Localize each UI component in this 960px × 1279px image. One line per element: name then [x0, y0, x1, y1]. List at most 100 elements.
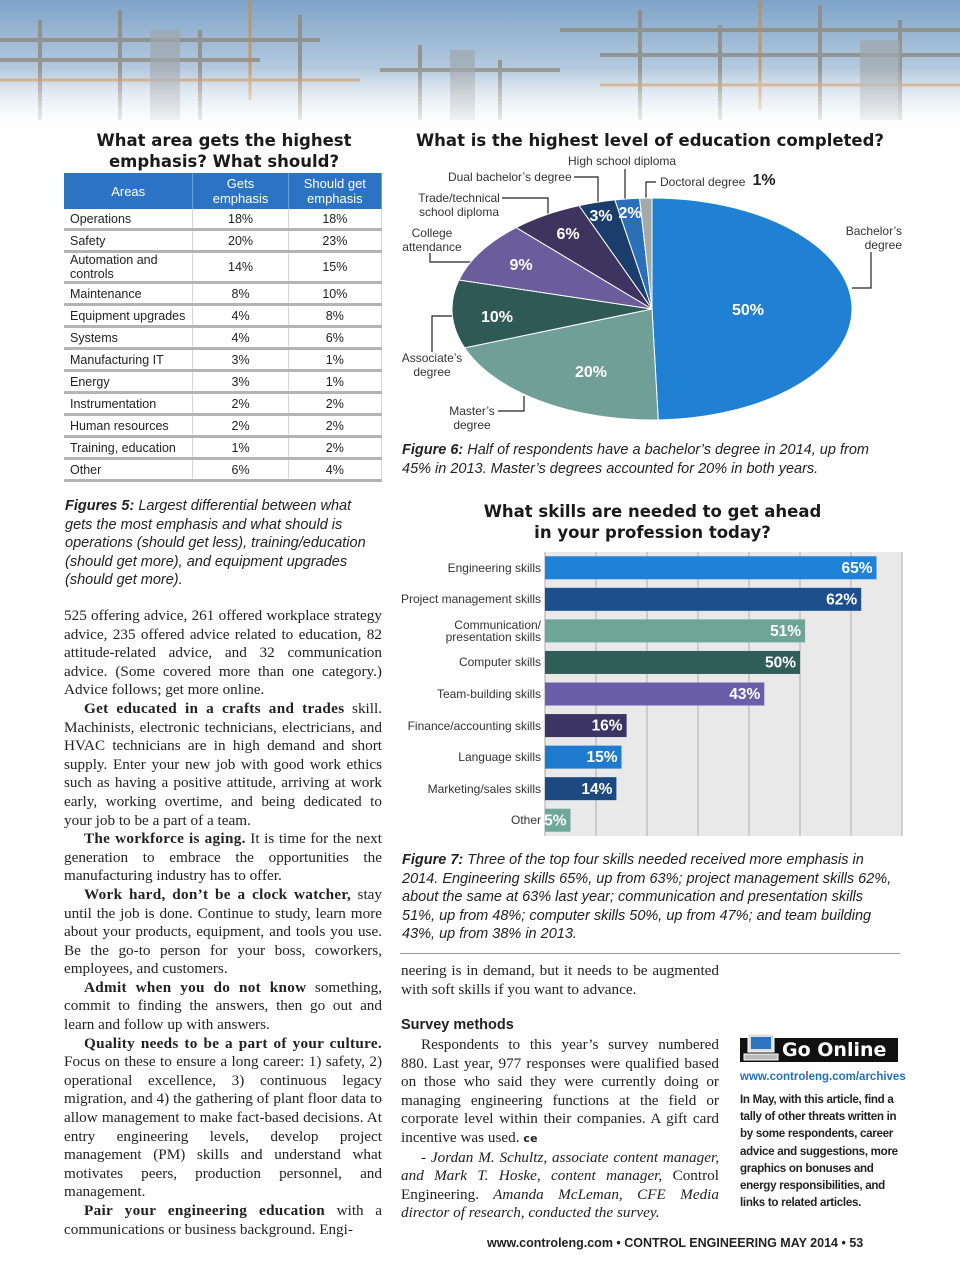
figure-caption: Figure 6: Half of respondents have a bac…	[402, 441, 892, 478]
table-cell: 8%	[288, 304, 383, 328]
bar	[545, 714, 627, 738]
data-label: 65%	[841, 560, 872, 577]
table-header: Areas Gets emphasis Should get emphasis	[64, 173, 383, 209]
table-row: Energy 3% 1%	[64, 370, 383, 394]
caption-text: Three of the top four skills needed rece…	[402, 852, 892, 943]
table-cell: 18%	[192, 209, 289, 231]
table-cell: 2%	[288, 414, 383, 438]
paragraph-lead: The workforce is aging.	[84, 830, 246, 848]
caption-text: Half of respondents have a bachelor’s de…	[402, 442, 869, 477]
category-label: Communication/ presentation skills	[445, 617, 541, 644]
data-label: 2%	[618, 205, 641, 222]
paragraph: Work hard, don’t be a clock watcher, sta…	[64, 886, 382, 979]
paragraph-text: with a communications or business backgr…	[64, 1202, 382, 1238]
category-label: Doctoral degree	[660, 175, 746, 189]
pie-slice	[451, 279, 653, 349]
table-cell: Safety	[64, 229, 194, 253]
table-row: Maintenance 8% 10%	[64, 282, 383, 306]
table-cell: Manufacturing IT	[64, 348, 194, 372]
table-cell: 4%	[288, 458, 383, 482]
paragraph: Quality needs to be a part of your cultu…	[64, 1035, 382, 1202]
sidebar-link[interactable]: www.controleng.com/archives	[740, 1071, 906, 1083]
section-heading: Survey methods	[401, 1017, 514, 1033]
bar	[545, 808, 571, 832]
data-label: 9%	[509, 257, 532, 274]
bar	[545, 777, 617, 801]
category-label: Language skills	[458, 750, 541, 765]
table-cell: 1%	[192, 436, 289, 460]
data-label: 10%	[481, 309, 513, 326]
data-label: 20%	[575, 364, 607, 381]
table-cell: Automation and controls	[64, 251, 194, 284]
table-row: Systems 4% 6%	[64, 326, 383, 350]
caption-label: Figures 5:	[65, 498, 135, 514]
credit-text: Control Engineering.	[401, 1167, 719, 1203]
data-label: 5%	[544, 812, 567, 829]
bar	[545, 619, 806, 643]
data-label: 51%	[770, 623, 801, 640]
caption-label: Figure 6:	[402, 442, 464, 458]
column-header: Areas	[64, 173, 194, 209]
credit-text: Amanda McLeman, CFE Media director of re…	[401, 1185, 719, 1222]
bar	[545, 682, 765, 706]
caption-text: Largest differential between what gets t…	[65, 498, 366, 589]
computer-icon	[743, 1033, 779, 1061]
footer-page: 53	[849, 1236, 864, 1250]
category-label: College attendance	[402, 226, 462, 254]
data-label: 6%	[556, 226, 579, 243]
paragraph: Get educated in a crafts and trades skil…	[64, 700, 382, 830]
category-label: Engineering skills	[447, 560, 541, 575]
footer: www.controleng.com • CONTROL ENGINEERING…	[487, 1236, 864, 1250]
table-cell: Energy	[64, 370, 194, 394]
table-row: Automation and controls 14% 15%	[64, 251, 383, 284]
bar	[545, 745, 622, 769]
footer-issue: CONTROL ENGINEERING MAY 2014	[624, 1236, 838, 1250]
paragraph: Admit when you do not know something, co…	[64, 979, 382, 1035]
table-cell: Other	[64, 458, 194, 482]
table-cell: 10%	[288, 282, 383, 306]
paragraph-lead: Pair your engineering education	[84, 1202, 326, 1219]
table-cell: 4%	[192, 304, 289, 328]
paragraph-lead: Get educated in a crafts and trades	[84, 699, 345, 717]
table-cell: Training, education	[64, 436, 194, 460]
paragraph-lead: Quality needs to be a part of your cultu…	[84, 1034, 382, 1052]
figure-caption: Figure 7: Three of the top four skills n…	[402, 851, 897, 944]
category-label: Project management skills	[400, 592, 541, 607]
table-cell: 1%	[288, 348, 383, 372]
category-label: Associate’s degree	[401, 351, 463, 379]
credit-text: - Jordan M. Schultz, associate content m…	[401, 1148, 719, 1185]
paragraph: Pair your engineering education with a c…	[64, 1202, 382, 1239]
paragraph-text: neering is in demand, but it needs to be…	[401, 962, 719, 998]
column-header: Gets emphasis	[192, 173, 289, 209]
paragraph-text: It is time for the next generation to em…	[64, 830, 382, 885]
data-label: 50%	[732, 302, 764, 319]
table-cell: 6%	[288, 326, 383, 350]
table-row: Human resources 2% 2%	[64, 414, 383, 438]
paragraph: neering is in demand, but it needs to be…	[401, 962, 719, 999]
paragraph-text: 525 offering advice, 261 offered workpla…	[64, 607, 382, 699]
paragraph-text: skill. Machinists, electronic technician…	[64, 699, 382, 829]
table-row: Manufacturing IT 3% 1%	[64, 348, 383, 372]
table-cell: 23%	[288, 229, 383, 253]
chart-title: What skills are needed to get ahead in y…	[483, 502, 822, 542]
category-label: High school diploma	[568, 154, 677, 168]
emphasis-table: Areas Gets emphasis Should get emphasis Op…	[64, 173, 383, 482]
footer-site: www.controleng.com	[487, 1236, 613, 1250]
data-label: 62%	[826, 591, 857, 608]
table-cell: 15%	[288, 251, 383, 284]
table-cell: 2%	[288, 436, 383, 460]
separator	[400, 953, 900, 954]
category-label: Bachelor’s degree	[845, 224, 902, 252]
table-cell: Operations	[64, 209, 194, 231]
paragraph-text: something, commit to finding the answers…	[64, 978, 382, 1034]
end-mark: ce	[523, 1131, 538, 1145]
table-cell: Equipment upgrades	[64, 304, 194, 328]
data-label: 14%	[581, 781, 612, 798]
category-label: Finance/accounting skills	[407, 718, 541, 733]
paragraph-text: Respondents to this year’s survey number…	[401, 1036, 719, 1146]
table-row: Safety 20% 23%	[64, 229, 383, 253]
paragraph-lead: Work hard, don’t be a clock watcher,	[84, 885, 352, 903]
table-row: Other 6% 4%	[64, 458, 383, 482]
table-cell: Human resources	[64, 414, 194, 438]
